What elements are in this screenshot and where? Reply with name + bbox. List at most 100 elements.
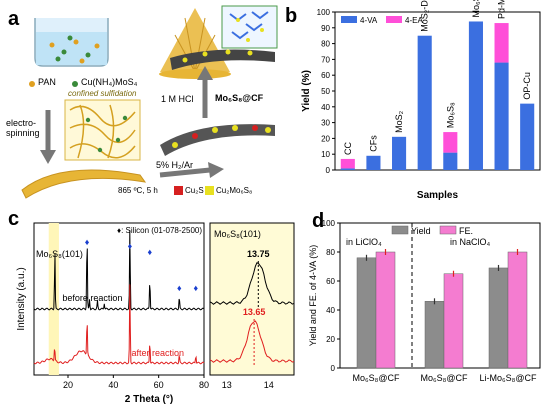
hcl-label: 1 M HCl bbox=[161, 94, 194, 104]
beaker-icon bbox=[34, 18, 109, 67]
cu2s-legend-swatch bbox=[174, 186, 183, 195]
y-tick-label: 70 bbox=[321, 55, 330, 64]
x-axis-label: 2 Theta (°) bbox=[125, 394, 173, 405]
group-label-liclo4: in LiClO₄ bbox=[346, 237, 382, 247]
x-tick-label: 20 bbox=[63, 380, 73, 390]
category-label: MoS₂-DMA bbox=[420, 0, 430, 32]
panel-label-c: c bbox=[8, 208, 20, 230]
category-label: Mo₆S₈ bbox=[445, 102, 455, 128]
silicon-legend: ♦: Silicon (01-078-2500) bbox=[117, 226, 202, 235]
electrospinning-nozzle-icon bbox=[159, 8, 231, 79]
category-label: OP-Cu bbox=[522, 72, 532, 100]
x-tick-label: 60 bbox=[154, 380, 164, 390]
y-tick-label: 60 bbox=[326, 277, 335, 286]
inset-frame bbox=[209, 222, 295, 376]
confined-sulfidation-box bbox=[64, 99, 141, 161]
inset-after-curve bbox=[209, 320, 295, 363]
bar-Yield bbox=[356, 257, 377, 369]
y-axis-label: Intensity (a.u.) bbox=[16, 267, 27, 330]
cu-dot-icon bbox=[72, 81, 78, 87]
bar-4-VA bbox=[392, 136, 407, 170]
bar-4-VA bbox=[366, 155, 381, 170]
after-curve bbox=[33, 284, 205, 365]
panel-label-d: d bbox=[312, 210, 325, 232]
crystal-structure-box bbox=[221, 5, 278, 49]
y-tick-label: 80 bbox=[321, 40, 330, 49]
inset-x-tick-label: 14 bbox=[264, 380, 274, 390]
condition-label: 865 ºC, 5 h bbox=[118, 186, 158, 195]
y-axis-label: Yield (%) bbox=[301, 70, 312, 112]
bar-4-EA bbox=[494, 23, 509, 63]
y-tick-label: 50 bbox=[321, 87, 330, 96]
silicon-marker: ♦ bbox=[194, 283, 199, 293]
x-axis-label: Samples bbox=[417, 190, 459, 201]
cumo-legend-label: Cu₂Mo₆S₈ bbox=[216, 186, 253, 195]
silicon-marker: ♦ bbox=[177, 283, 182, 293]
category-label: MoS₂ bbox=[394, 110, 404, 133]
inset-after-value: 13.65 bbox=[243, 307, 266, 317]
cu2s-legend-label: Cu₂S bbox=[185, 186, 204, 195]
plot-frame bbox=[334, 11, 541, 171]
bar-Yield bbox=[424, 301, 445, 369]
gas-label: 5% H₂/Ar bbox=[156, 160, 194, 170]
after-label: after reaction bbox=[131, 348, 184, 358]
y-tick-label: 100 bbox=[322, 219, 336, 228]
y-tick-label: 0 bbox=[331, 364, 336, 373]
y-tick-label: 20 bbox=[321, 134, 330, 143]
confined-sulfidation-label: confined sulfidation bbox=[68, 89, 137, 98]
category-label: Mo₆S₈@CF bbox=[471, 0, 481, 17]
y-axis-label: Yield and FE. of 4-VA (%) bbox=[308, 245, 318, 347]
before-curve bbox=[33, 230, 205, 311]
bar-4-VA bbox=[494, 62, 509, 171]
y-tick-label: 30 bbox=[321, 119, 330, 128]
x-tick-label: 40 bbox=[108, 380, 118, 390]
bar-FE. bbox=[375, 251, 396, 369]
inset-x-tick-label: 13 bbox=[222, 380, 232, 390]
panel-a-scheme bbox=[21, 5, 278, 199]
bar-4-VA bbox=[520, 103, 535, 170]
pan-label: PAN bbox=[38, 77, 56, 87]
bar-FE. bbox=[507, 251, 528, 369]
legend-swatch bbox=[386, 16, 402, 23]
legend-label: 4-VA bbox=[360, 16, 378, 25]
bar-Yield bbox=[488, 267, 509, 369]
y-tick-label: 90 bbox=[321, 24, 330, 33]
silicon-marker: ♦ bbox=[148, 247, 153, 257]
arrow-sulfidation bbox=[159, 167, 211, 178]
bar-4-VA bbox=[468, 21, 483, 171]
legend-label: Yield bbox=[411, 226, 431, 236]
pan-dot-icon bbox=[29, 81, 35, 87]
bar-4-EA bbox=[340, 158, 355, 169]
legend-label: 4-EA bbox=[405, 16, 423, 25]
cu-precursor-label: Cu(NH₄)MoS₄ bbox=[81, 77, 138, 87]
electrospinning-label: electro- spinning bbox=[6, 118, 40, 138]
plot-frame bbox=[33, 222, 205, 376]
cumo-legend-swatch bbox=[205, 186, 214, 195]
y-tick-label: 80 bbox=[326, 248, 335, 257]
before-label: before reaction bbox=[62, 293, 122, 303]
y-tick-label: 40 bbox=[321, 103, 330, 112]
legend-swatch bbox=[341, 16, 357, 23]
sulfided-fiber-icon bbox=[160, 124, 275, 156]
group-label-naclo4: in NaClO₄ bbox=[450, 237, 491, 247]
inset-before-value: 13.75 bbox=[247, 249, 270, 259]
category-label: CFs bbox=[368, 135, 378, 152]
y-tick-label: 10 bbox=[321, 150, 330, 159]
inset-before-curve bbox=[209, 261, 295, 305]
legend-swatch bbox=[439, 225, 457, 235]
y-tick-label: 100 bbox=[317, 8, 331, 17]
category-label: Mo₆S₈@CF bbox=[421, 373, 469, 383]
panel-label-b: b bbox=[285, 5, 298, 27]
y-tick-label: 40 bbox=[326, 306, 335, 315]
category-label: Li-Mo₆S₈@CF bbox=[479, 373, 537, 383]
bar-4-VA bbox=[340, 168, 355, 170]
legend-swatch bbox=[391, 225, 409, 235]
y-tick-label: 0 bbox=[326, 166, 331, 175]
x-tick-label: 80 bbox=[199, 380, 209, 390]
y-tick-label: 20 bbox=[326, 335, 335, 344]
bar-4-VA bbox=[443, 152, 458, 170]
category-label: CC bbox=[343, 141, 353, 154]
silicon-marker: ♦ bbox=[128, 241, 133, 251]
bar-FE. bbox=[443, 273, 464, 369]
bar-4-EA bbox=[443, 132, 458, 153]
